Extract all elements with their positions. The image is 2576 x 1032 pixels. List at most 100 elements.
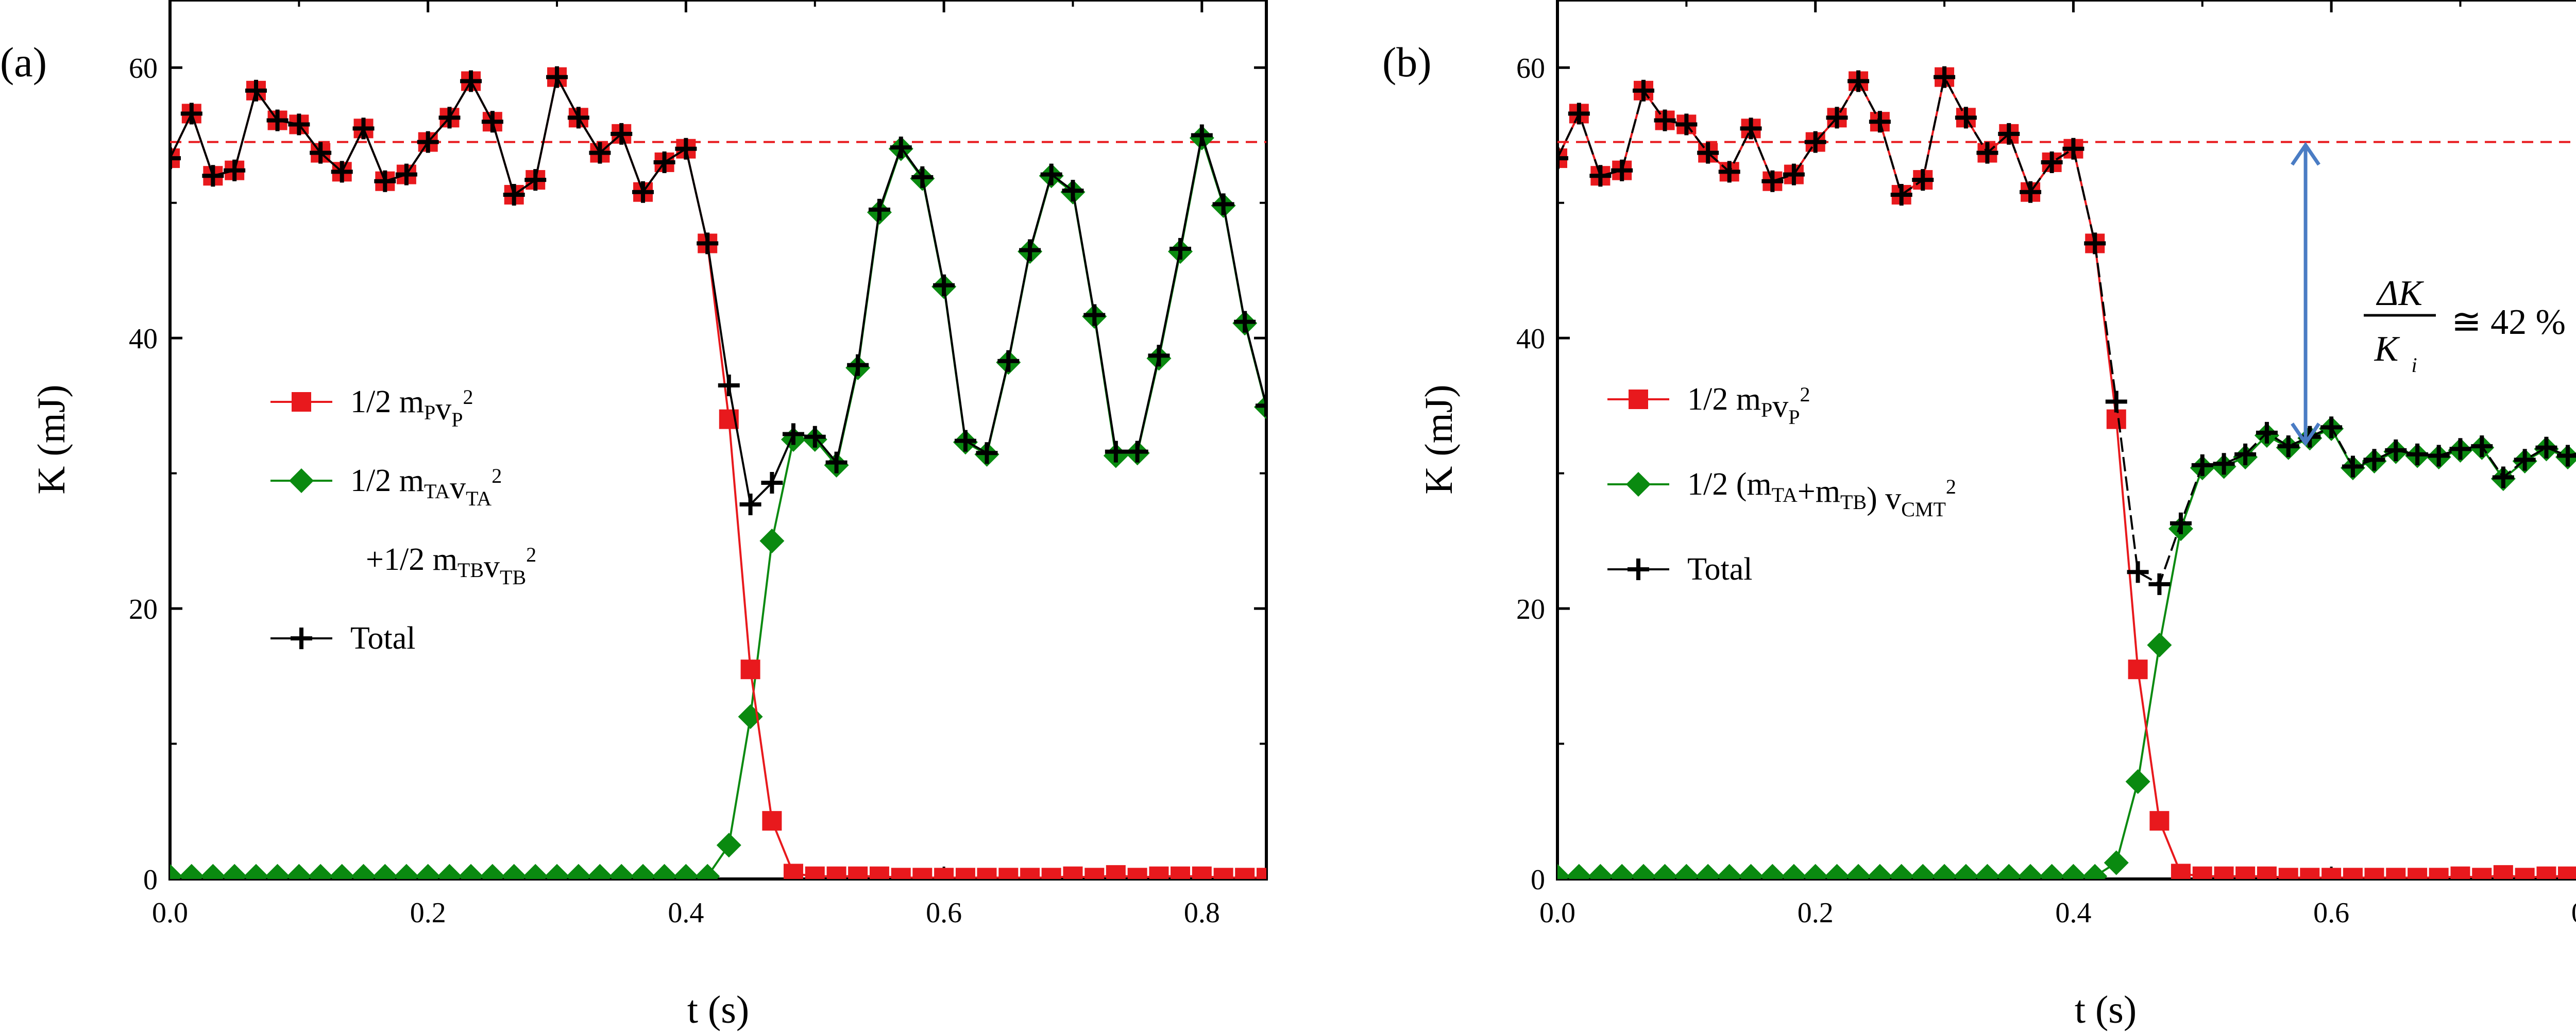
legend-label-part: 1/2 m xyxy=(350,384,424,419)
data-point xyxy=(1654,109,1676,131)
data-point xyxy=(1257,868,1266,879)
data-point xyxy=(632,181,654,203)
series-line xyxy=(1557,74,2576,586)
data-point xyxy=(912,868,933,879)
data-point xyxy=(2062,138,2084,160)
data-point xyxy=(2493,865,2513,879)
x-axis-label: t (s) xyxy=(2075,988,2137,1031)
data-point xyxy=(1234,311,1256,333)
data-point xyxy=(308,864,333,879)
plot-frame xyxy=(168,0,1268,881)
data-point xyxy=(1062,180,1084,202)
data-point xyxy=(869,866,889,879)
data-point xyxy=(609,864,634,879)
data-point xyxy=(2429,868,2449,879)
data-point xyxy=(2472,868,2492,879)
data-point xyxy=(1127,868,1147,879)
data-point xyxy=(697,232,719,255)
data-point xyxy=(524,169,547,191)
data-point xyxy=(2214,866,2234,879)
legend-label-part: v xyxy=(435,392,451,427)
data-point xyxy=(1588,864,1613,879)
data-point xyxy=(2450,866,2470,879)
data-point xyxy=(2061,864,2086,879)
plot-frame xyxy=(1556,0,2576,881)
data-point xyxy=(2041,151,2063,173)
data-point xyxy=(1975,864,2000,879)
data-point xyxy=(2536,866,2556,879)
data-point xyxy=(587,864,613,879)
data-point xyxy=(2278,868,2298,879)
panel-label: (a) xyxy=(0,39,47,86)
data-point xyxy=(1998,123,2020,145)
data-point xyxy=(1235,868,1255,879)
data-point xyxy=(1932,864,1957,879)
legend-label-continued-part: TB xyxy=(500,566,526,589)
data-point xyxy=(352,117,375,140)
data-point xyxy=(740,659,760,680)
data-point xyxy=(1996,864,2022,879)
legend-label-continued: +1/2 mTBvTB2 xyxy=(366,542,536,589)
legend-swatch-marker xyxy=(292,392,311,412)
data-point xyxy=(1738,864,1764,879)
data-point xyxy=(955,868,975,879)
legend-label-part: 2 xyxy=(1800,383,1810,406)
data-point xyxy=(501,864,527,879)
data-point xyxy=(2020,181,2042,203)
data-point xyxy=(739,493,761,515)
data-point xyxy=(460,70,482,92)
data-point xyxy=(631,864,656,879)
data-point xyxy=(1717,864,1742,879)
data-point xyxy=(2277,435,2299,458)
data-point xyxy=(1170,238,1192,260)
data-point xyxy=(1846,864,1871,879)
series-line xyxy=(170,74,1266,507)
data-point xyxy=(589,142,611,164)
data-point xyxy=(934,868,954,879)
data-point xyxy=(1609,864,1635,879)
legend-swatch-marker xyxy=(1626,472,1651,497)
legend-label-continued-part: +1/2 m xyxy=(366,542,457,577)
legend-label: Total xyxy=(1687,552,1753,587)
legend-label: 1/2 mPvP2 xyxy=(350,384,473,431)
data-point xyxy=(459,864,484,879)
legend-label: 1/2 mTAvTA2 xyxy=(350,463,502,510)
data-point xyxy=(1675,113,1698,136)
data-point xyxy=(2192,866,2212,879)
data-point xyxy=(545,864,570,879)
data-point xyxy=(805,866,825,879)
data-point xyxy=(1718,161,1740,183)
x-tick-label: 0.8 xyxy=(2571,897,2576,929)
data-point xyxy=(1953,864,1978,879)
data-point xyxy=(2105,391,2127,413)
data-point xyxy=(933,274,955,296)
data-point xyxy=(762,811,782,831)
data-point xyxy=(1084,868,1105,879)
data-point xyxy=(170,147,181,170)
legend-label-part: 2 xyxy=(1946,475,1956,498)
delta-k-annotation: ΔK K i ≅ 42 % xyxy=(2291,142,2566,447)
data-point xyxy=(2125,769,2150,794)
data-point xyxy=(1910,864,1936,879)
data-point xyxy=(1566,864,1591,879)
data-point xyxy=(1697,142,1719,164)
data-point xyxy=(1955,107,1977,129)
legend-label-part: +m xyxy=(1798,474,1840,509)
data-point xyxy=(179,864,204,879)
y-tick-label: 40 xyxy=(129,323,158,355)
data-point xyxy=(1783,163,1805,185)
legend-label-part: 1/2 m xyxy=(1687,382,1761,417)
data-point xyxy=(825,451,848,473)
data-point xyxy=(1934,66,1956,88)
legend-label-part: P xyxy=(424,401,435,424)
legend-swatch-marker xyxy=(291,628,312,649)
data-point xyxy=(2128,659,2148,680)
data-point xyxy=(2039,864,2064,879)
data-point xyxy=(1824,864,1850,879)
data-point xyxy=(2127,561,2149,583)
data-point xyxy=(374,170,396,192)
data-point xyxy=(2408,868,2428,879)
data-point xyxy=(2449,438,2471,460)
data-point xyxy=(2149,811,2170,831)
